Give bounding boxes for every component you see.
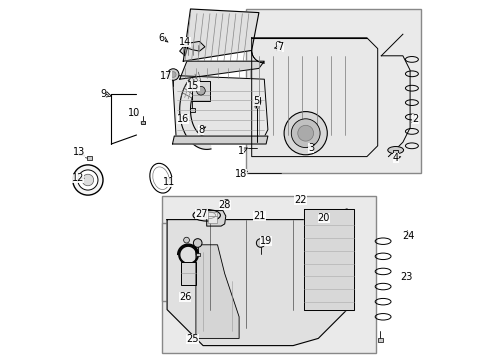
Text: 20: 20 [317,213,329,223]
Text: 6: 6 [158,33,164,43]
Ellipse shape [193,210,220,221]
Polygon shape [196,245,239,338]
Polygon shape [179,71,210,149]
Circle shape [193,239,202,247]
Circle shape [223,199,229,205]
Bar [87,156,92,160]
Circle shape [291,119,320,148]
Text: 19: 19 [260,236,272,246]
Circle shape [82,174,94,186]
Circle shape [78,170,98,190]
Text: 7: 7 [277,42,283,52]
Bar [141,121,145,124]
Polygon shape [303,209,354,310]
Polygon shape [167,209,346,346]
Polygon shape [179,61,264,79]
Bar [276,44,280,51]
Text: 18: 18 [234,168,246,179]
Text: 24: 24 [401,231,414,241]
Circle shape [276,41,281,46]
Bar [254,97,259,102]
Text: 26: 26 [179,292,191,302]
Circle shape [73,165,103,195]
Circle shape [196,86,205,95]
Bar [392,150,397,158]
Text: 2: 2 [411,114,418,124]
Bar [208,216,217,223]
Text: 21: 21 [253,211,265,221]
Text: 9: 9 [100,89,106,99]
Bar [246,9,420,173]
Text: 25: 25 [185,334,198,344]
Text: 28: 28 [218,200,230,210]
Text: 23: 23 [400,272,412,282]
Text: 11: 11 [163,177,175,187]
Text: 17: 17 [160,71,172,81]
Text: 4: 4 [392,153,398,163]
Text: 16: 16 [177,114,189,124]
Polygon shape [251,38,377,157]
Polygon shape [183,9,258,61]
Text: 15: 15 [187,81,199,91]
Polygon shape [172,76,267,137]
Circle shape [183,237,189,243]
Bar [224,203,228,208]
Ellipse shape [254,104,259,109]
Text: 13: 13 [73,147,85,157]
Text: 5: 5 [253,96,259,106]
Text: 1: 1 [237,146,244,156]
Text: 14: 14 [179,37,191,48]
Polygon shape [206,211,225,226]
Text: 27: 27 [195,209,207,219]
Circle shape [170,72,176,77]
Polygon shape [179,41,204,56]
Bar [195,253,200,256]
Circle shape [297,125,313,141]
Ellipse shape [387,147,403,154]
Bar [181,262,195,285]
Text: 8: 8 [198,125,204,135]
Circle shape [167,69,179,80]
Circle shape [256,239,264,247]
Circle shape [284,112,326,155]
Ellipse shape [253,96,260,107]
Bar [208,212,217,216]
Polygon shape [172,136,267,144]
Text: 10: 10 [127,108,140,118]
Bar [192,81,209,101]
Bar [162,223,217,301]
Text: 22: 22 [293,195,306,205]
Bar [189,108,195,112]
Bar [162,196,375,353]
Text: 12: 12 [72,173,84,183]
Bar [377,338,382,342]
Text: 3: 3 [307,143,313,153]
